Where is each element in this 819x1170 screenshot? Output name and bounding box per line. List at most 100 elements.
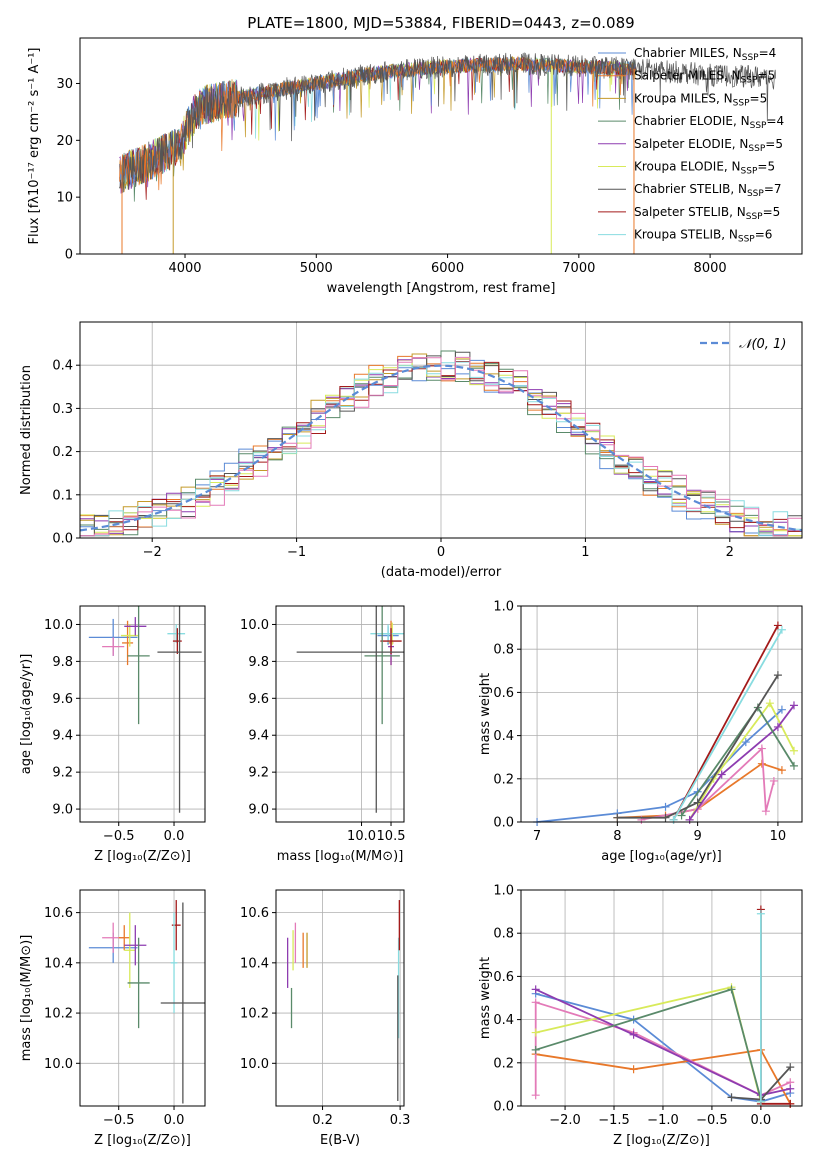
normal-reference-curve	[80, 364, 802, 532]
weight_vs_Z-axes: −2.0 −1.5 −1.0 −0.5 0.0 0.0 0.2 0.4 0.6 0.8 1.0 Z […	[478, 884, 803, 1148]
weight_vs_Z-marker	[786, 1084, 795, 1093]
age_vs_mass-ytick-label: 9.2	[248, 766, 269, 781]
mass_vs_EBV-ytick-label: 10.0	[240, 1057, 269, 1072]
legend-label-suffix: =4	[759, 46, 777, 60]
mass_vs_Z-ytick-label: 10.2	[44, 1007, 73, 1022]
residual_histogram-frame	[79, 321, 803, 539]
mass_vs_EBV-axes: 0.2 0.3 10.0 10.2 10.4 10.6 E(B-V)	[240, 889, 411, 1148]
weight_vs_age-series-line	[688, 704, 795, 821]
weight_vs_Z-xlabel: Z [log₁₀(Z/Z⊙)]	[613, 1133, 710, 1148]
age_vs_mass-ytick-label: 9.8	[248, 655, 269, 670]
mass_vs_EBV-xtick-label: 0.3	[390, 1113, 411, 1128]
spectrum-ytick-label: 30	[56, 77, 73, 92]
legend-label-suffix: =6	[755, 228, 773, 242]
legend-label: 𝒩(0, 1)	[739, 337, 786, 352]
spectrum-legend: Chabrier MILES, NSSP=4 Salpeter MILES, N S…	[598, 46, 784, 245]
weight_vs_Z-ytick-label: 0.2	[493, 1056, 514, 1071]
mass_vs_Z-xtick-label: 0.0	[164, 1113, 185, 1128]
age_vs_Z-point	[122, 620, 134, 666]
weight_vs_age-marker	[769, 776, 778, 785]
legend-label: Chabrier STELIB, NSSP=7	[634, 182, 782, 199]
weight_vs_age-ytick-label: 0.2	[493, 772, 514, 787]
weight_vs_Z-ylabel: mass weight	[478, 957, 493, 1039]
weight_vs_Z-marker	[531, 998, 540, 1007]
weight_vs_age-marker	[685, 815, 694, 824]
weight_vs_Z-ytick-label: 0.8	[493, 927, 514, 942]
weight_vs_age-marker	[777, 625, 786, 634]
age_vs_Z-ytick-label: 9.6	[52, 692, 73, 707]
legend-label-name: Kroupa MILES, N	[634, 91, 733, 105]
spectrum-xtick-label: 7000	[562, 261, 595, 276]
weight_vs_age-marker	[669, 815, 678, 824]
weight_vs_Z-marker	[629, 1065, 638, 1074]
weight_vs_age-marker	[741, 738, 750, 747]
mass_vs_EBV-xtick-label: 0.2	[312, 1113, 333, 1128]
weight_vs_Z-marker	[756, 1097, 765, 1106]
age_vs_mass-point	[380, 628, 402, 654]
legend-label-suffix: =5	[750, 91, 768, 105]
age_vs_Z-ytick-label: 9.8	[52, 655, 73, 670]
weight_vs_age-ytick-label: 0.6	[493, 686, 514, 701]
weight_vs_Z-series-line	[535, 1048, 792, 1105]
age_vs_Z-point	[124, 617, 147, 636]
residual_histogram-xtick-label: 1	[581, 545, 589, 560]
spectrum-ylabel: Flux [fλ10⁻¹⁷ erg cm⁻² s⁻¹ A⁻¹]	[27, 48, 42, 245]
legend-label-sub: SSP	[741, 167, 758, 177]
weight_vs_Z-marker	[786, 1099, 795, 1108]
weight_vs_age-axes: 7 8 9 10 0.0 0.2 0.4 0.6 0.8 1.0 age [log₁₀(age/yr…	[478, 600, 803, 864]
weight_vs_age-ytick-label: 0.0	[493, 816, 514, 831]
legend-label-name: Kroupa ELODIE, N	[634, 160, 741, 174]
weight_vs_age-series-line	[688, 701, 795, 821]
weight_vs_age-marker	[761, 807, 770, 816]
age_vs_mass-point	[364, 606, 400, 725]
mass_vs_EBV-ytick-label: 10.6	[240, 906, 269, 921]
mass_vs_Z-ytick-label: 10.6	[44, 906, 73, 921]
age_vs_Z-point	[127, 606, 150, 725]
weight_vs_age-marker	[693, 798, 702, 807]
residual_histogram-ytick-label: 0.0	[52, 532, 73, 547]
weight_vs_Z-marker	[531, 1091, 540, 1100]
mass_vs_Z-point	[170, 912, 178, 1014]
age_vs_mass-ytick-label: 9.4	[248, 729, 269, 744]
age_vs_mass-ytick-label: 9.0	[248, 803, 269, 818]
weight_vs_Z-marker	[531, 1045, 540, 1054]
mass_vs_Z-axes: −0.5 0.0 10.0 10.2 10.4 10.6 Z [log₁₀(Z/Z⊙)] ma…	[19, 889, 206, 1148]
weight_vs_Z-series-line	[535, 988, 791, 1097]
residual_histogram-ylabel: Normed distribution	[19, 365, 34, 495]
weight_vs_Z-frame	[520, 889, 803, 1107]
age_vs_mass-point	[296, 606, 404, 813]
weight_vs_Z-ytick-label: 1.0	[493, 884, 514, 899]
weight_vs_Z-ytick-label: 0.6	[493, 970, 514, 985]
legend-label-name: Chabrier STELIB, N	[634, 182, 747, 196]
weight_vs_Z-xtick-label: −0.5	[696, 1113, 728, 1128]
legend-label-suffix: =7	[764, 182, 782, 196]
weight_vs_age-xtick-label: 8	[613, 829, 621, 844]
residual_histogram-xtick-label: 0	[437, 545, 445, 560]
age_vs_mass-ytick-label: 9.6	[248, 692, 269, 707]
legend-label-name: Salpeter ELODIE, N	[634, 137, 748, 151]
weight_vs_age-marker	[677, 811, 686, 820]
weight_vs_age-ylabel: mass weight	[478, 673, 493, 755]
weight_vs_age-series-line	[672, 629, 783, 821]
weight_vs_Z-marker	[629, 1030, 638, 1039]
mass_vs_Z-ylabel: mass [log₁₀(M/M⊙)]	[19, 935, 34, 1062]
weight_vs_Z-series-line	[760, 909, 791, 1105]
spectrum-xtick-label: 4000	[168, 261, 201, 276]
weight_vs_age-marker	[661, 802, 670, 811]
age_vs_Z-ytick-label: 9.0	[52, 803, 73, 818]
mass_vs_EBV-ytick-label: 10.4	[240, 956, 269, 971]
legend-label: Kroupa ELODIE, NSSP=5	[634, 160, 775, 177]
legend-label-suffix: =4	[766, 114, 784, 128]
legend-label: Chabrier MILES, NSSP=4	[634, 46, 776, 63]
age_vs_mass-xtick-label: 10.5	[377, 829, 406, 844]
age_vs_Z-ytick-label: 10.0	[44, 618, 73, 633]
weight_vs_age-series-line	[537, 709, 783, 822]
residual_histogram-xlabel: (data-model)/error	[381, 565, 502, 580]
weight_vs_Z-xtick-label: 0.0	[751, 1113, 772, 1128]
legend-label-name: Salpeter MILES, N	[634, 69, 741, 83]
mass_vs_Z-ytick-label: 10.0	[44, 1057, 73, 1072]
mass_vs_Z-point	[160, 902, 205, 1104]
legend-label-sub: SSP	[750, 121, 767, 131]
legend-label-name: Salpeter STELIB, N	[634, 205, 746, 219]
